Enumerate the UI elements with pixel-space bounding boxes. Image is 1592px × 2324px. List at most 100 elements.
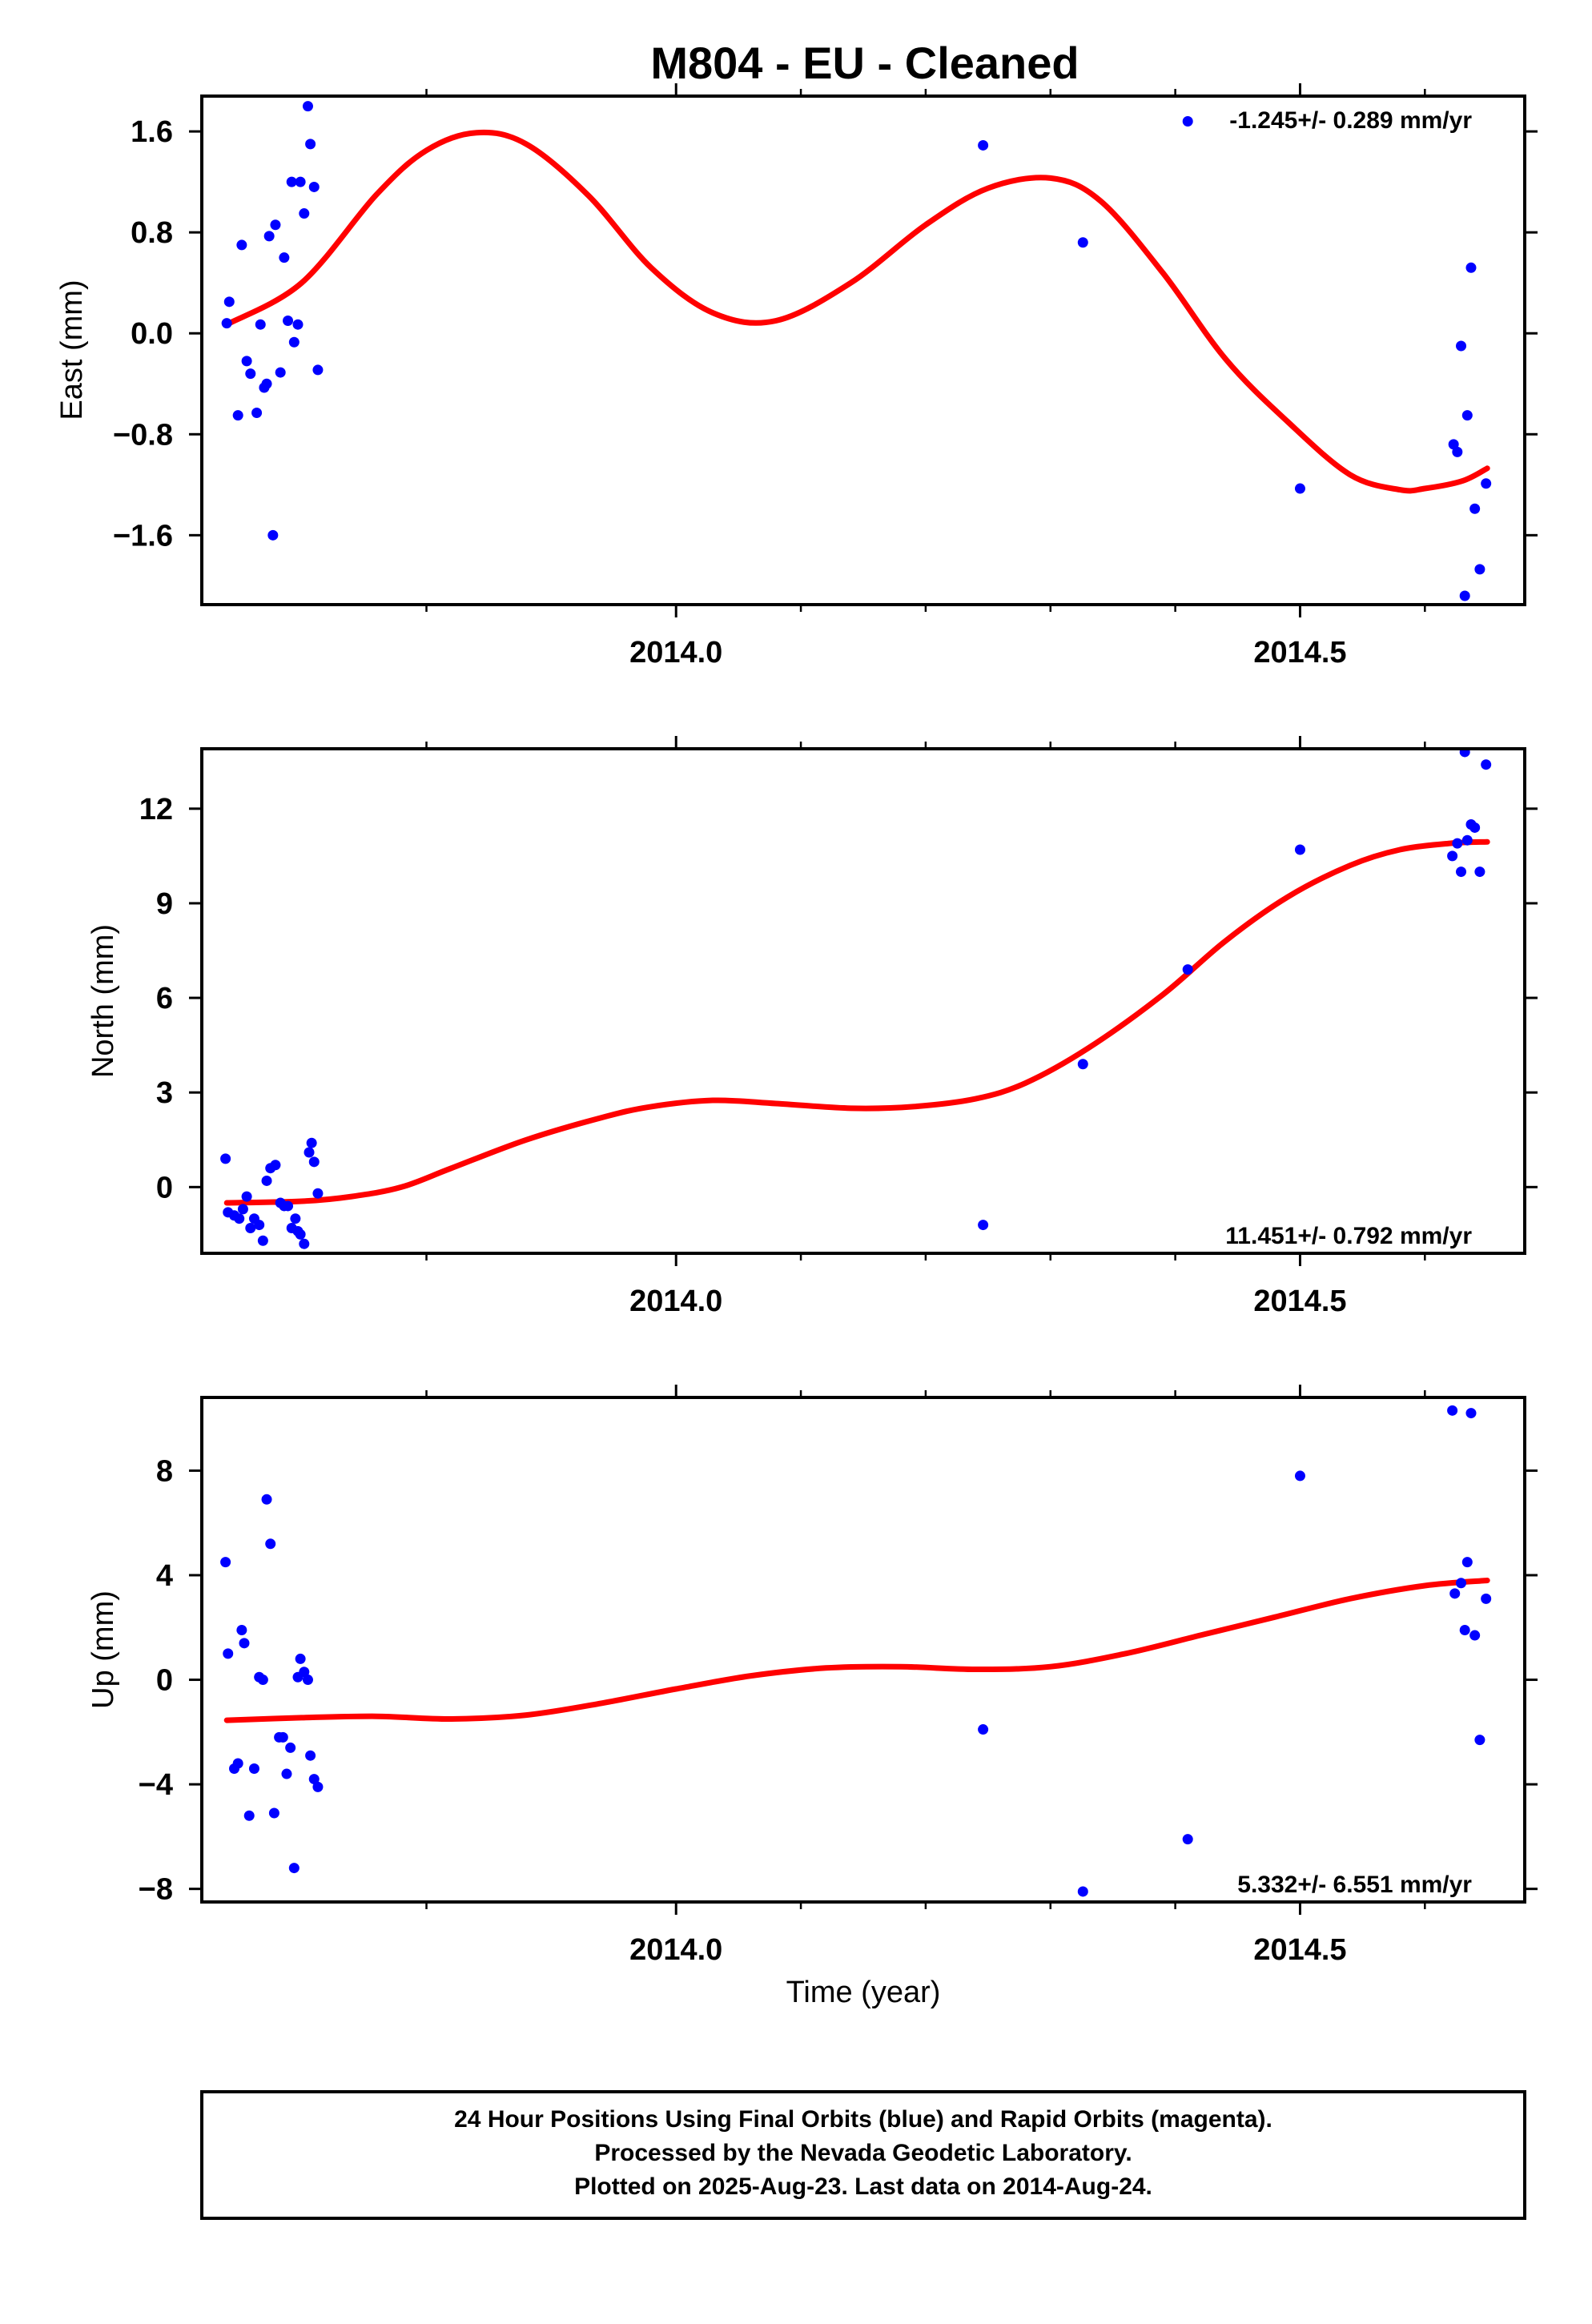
data-point — [279, 252, 290, 263]
data-point — [234, 1213, 245, 1224]
y-tick-label: 1.6 — [131, 115, 173, 149]
data-point — [290, 1213, 301, 1224]
data-point — [1474, 866, 1485, 878]
data-point — [237, 1204, 248, 1215]
data-point — [255, 319, 266, 330]
data-point — [1461, 410, 1473, 421]
data-point — [261, 1494, 272, 1505]
data-point — [257, 1675, 268, 1686]
x-tick-label: 2014.0 — [629, 636, 722, 669]
data-point — [277, 1731, 288, 1743]
data-point — [245, 1223, 256, 1233]
data-point — [1459, 749, 1470, 758]
data-point — [1474, 564, 1485, 575]
data-point — [308, 181, 320, 192]
data-point — [288, 336, 300, 348]
data-point — [312, 364, 324, 376]
data-point — [267, 529, 279, 541]
data-point — [1465, 262, 1477, 273]
y-tick-label: 9 — [156, 887, 173, 921]
data-point — [283, 1200, 294, 1212]
data-point — [1182, 964, 1193, 975]
data-point — [257, 1235, 268, 1246]
data-point — [312, 1781, 324, 1792]
fit-line — [223, 1578, 1490, 1723]
data-point — [220, 1557, 231, 1568]
data-point — [1469, 1630, 1481, 1641]
data-point — [1182, 116, 1193, 127]
footer-box: 24 Hour Positions Using Final Orbits (bl… — [200, 2090, 1526, 2220]
data-point — [270, 219, 281, 231]
rate-label: 5.332+/- 6.551 mm/yr — [1237, 1872, 1472, 1898]
data-point — [1294, 483, 1305, 494]
data-point — [1456, 866, 1467, 878]
data-point — [221, 318, 232, 329]
y-tick-label: −1.6 — [113, 519, 173, 553]
data-point — [1461, 834, 1473, 846]
data-point — [299, 1238, 310, 1249]
data-point — [1077, 1886, 1088, 1897]
data-point — [1294, 844, 1305, 855]
data-point — [275, 367, 286, 378]
data-point — [283, 315, 294, 326]
data-point — [1481, 478, 1492, 489]
y-tick-label: 0 — [156, 1171, 173, 1204]
data-point — [239, 1638, 250, 1649]
y-tick-label: 8 — [156, 1454, 173, 1488]
x-tick-label: 2014.0 — [629, 1285, 722, 1318]
footer-line-2: Processed by the Nevada Geodetic Laborat… — [594, 2140, 1132, 2166]
footer-line-3: Plotted on 2025-Aug-23. Last data on 201… — [574, 2173, 1152, 2200]
data-point — [295, 176, 306, 187]
y-tick-label: −8 — [139, 1873, 173, 1907]
data-point — [232, 1758, 243, 1769]
data-point — [261, 1175, 272, 1186]
data-point — [299, 208, 310, 219]
y-tick-label: 0.8 — [131, 216, 173, 250]
data-point — [1465, 1408, 1477, 1419]
data-point — [1469, 503, 1481, 514]
data-point — [223, 1648, 234, 1659]
data-point — [302, 101, 313, 112]
data-point — [299, 1667, 310, 1678]
data-point — [306, 1137, 317, 1148]
data-point — [305, 1750, 316, 1761]
data-point — [295, 1653, 306, 1664]
data-point — [1077, 1059, 1088, 1070]
data-point — [1182, 1834, 1193, 1845]
data-point — [1469, 822, 1481, 833]
x-tick-label: 2014.5 — [1253, 1933, 1346, 1967]
y-axis-label: Up (mm) — [86, 1590, 120, 1709]
fit-line — [223, 129, 1490, 494]
data-point — [236, 239, 247, 251]
plot-frame — [200, 747, 1526, 1255]
plot-frame — [200, 94, 1526, 606]
data-point — [1449, 1588, 1461, 1599]
data-point — [243, 1810, 255, 1821]
fit-line — [223, 838, 1490, 1206]
rate-label: 11.451+/- 0.792 mm/yr — [1225, 1223, 1472, 1249]
data-point — [285, 1742, 296, 1753]
y-tick-label: 12 — [139, 793, 173, 826]
y-tick-label: −4 — [139, 1768, 173, 1802]
chart-title: M804 - EU - Cleaned — [650, 38, 1079, 88]
data-point — [288, 1863, 300, 1874]
data-point — [978, 1724, 989, 1735]
data-point — [1456, 340, 1467, 352]
data-point — [308, 1156, 320, 1168]
data-point — [1481, 759, 1492, 770]
data-point — [281, 1768, 292, 1779]
y-tick-label: −0.8 — [113, 418, 173, 452]
data-point — [248, 1763, 259, 1775]
data-point — [1452, 446, 1463, 457]
y-tick-label: 0.0 — [131, 317, 173, 351]
data-point — [251, 407, 263, 418]
panel-up: 2014.0 2014.5 8 4 0 −4 −8 Up (mm) 5.332+/- 6.5… — [86, 1385, 1538, 1967]
data-point — [305, 139, 316, 150]
data-point — [1447, 850, 1458, 862]
y-axis-label: East (mm) — [55, 279, 89, 420]
footer-line-1: 24 Hour Positions Using Final Orbits (bl… — [454, 2106, 1272, 2133]
data-point — [268, 1807, 279, 1819]
data-point — [265, 1538, 276, 1550]
data-point — [1447, 1405, 1458, 1416]
